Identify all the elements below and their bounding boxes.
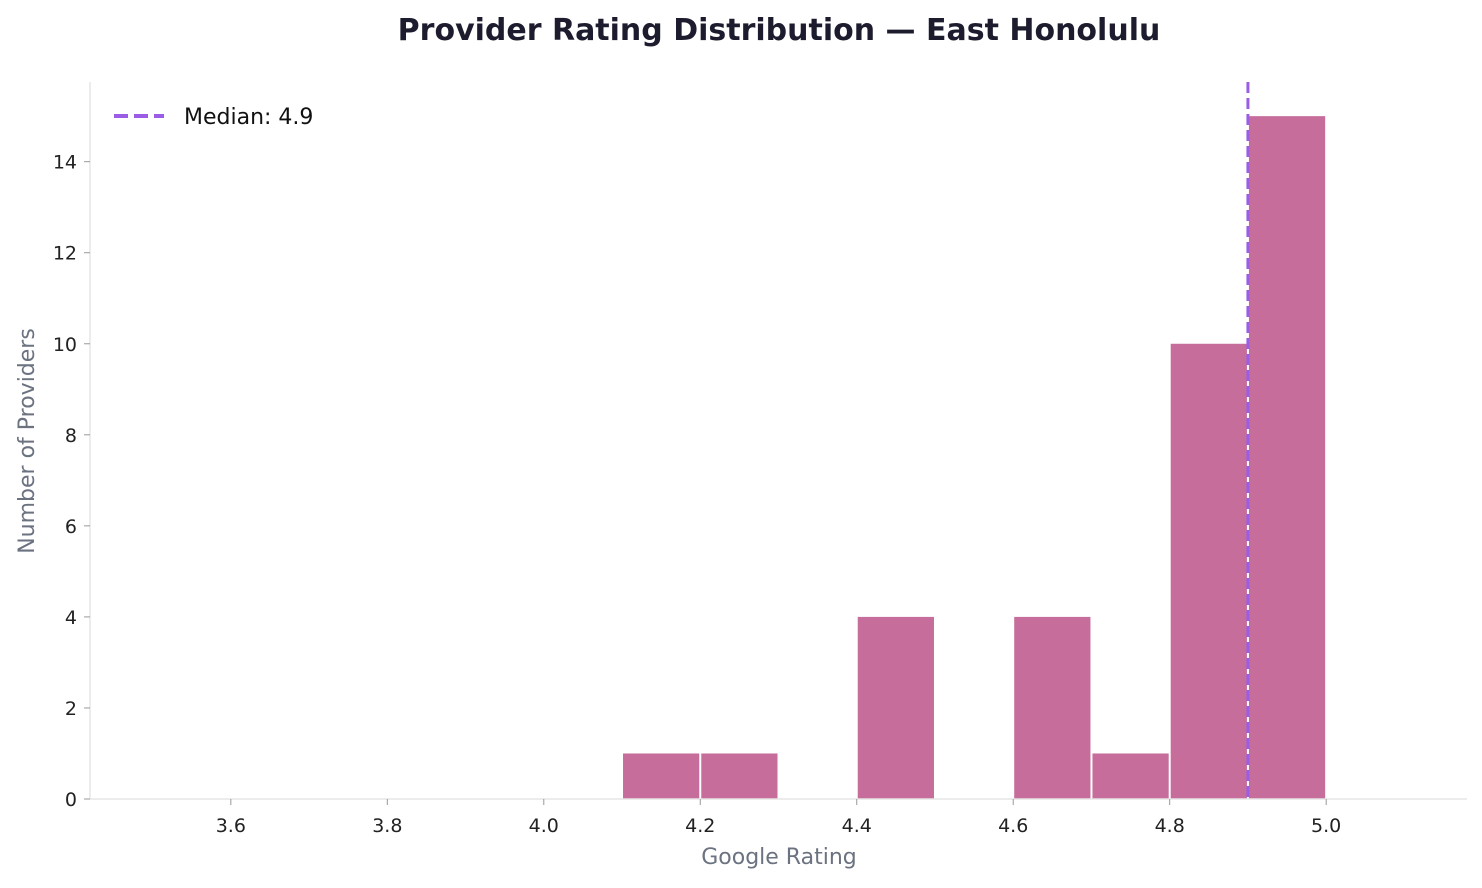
legend: Median: 4.9 [114, 105, 313, 130]
y-tick-label: 2 [65, 698, 77, 720]
histogram-bar [623, 753, 700, 799]
x-tick-label: 4.8 [1155, 815, 1185, 837]
x-tick-label: 4.4 [842, 815, 872, 837]
histogram-bar [857, 616, 934, 799]
y-tick-label: 6 [65, 516, 77, 538]
histogram-bar [701, 753, 778, 799]
histogram-bar [1248, 116, 1326, 799]
y-tick-label: 8 [65, 425, 77, 447]
y-tick-label: 14 [53, 152, 77, 174]
histogram-bar [1092, 753, 1169, 799]
y-tick-label: 4 [65, 607, 77, 629]
histogram-bar [1170, 343, 1247, 799]
x-tick-label: 4.2 [685, 815, 715, 837]
y-tick-label: 10 [53, 334, 77, 356]
y-axis-label: Number of Providers [15, 328, 40, 554]
y-tick-label: 0 [65, 789, 77, 811]
legend-median-label: Median: 4.9 [184, 105, 313, 130]
histogram-bar [1014, 616, 1091, 799]
x-tick-label: 3.6 [216, 815, 246, 837]
chart-title: Provider Rating Distribution — East Hono… [398, 13, 1161, 48]
x-tick-label: 5.0 [1311, 815, 1341, 837]
x-tick-label: 4.6 [998, 815, 1028, 837]
y-tick-label: 12 [53, 243, 77, 265]
x-tick-label: 3.8 [372, 815, 402, 837]
x-axis-label: Google Rating [701, 845, 857, 870]
x-tick-label: 4.0 [529, 815, 559, 837]
